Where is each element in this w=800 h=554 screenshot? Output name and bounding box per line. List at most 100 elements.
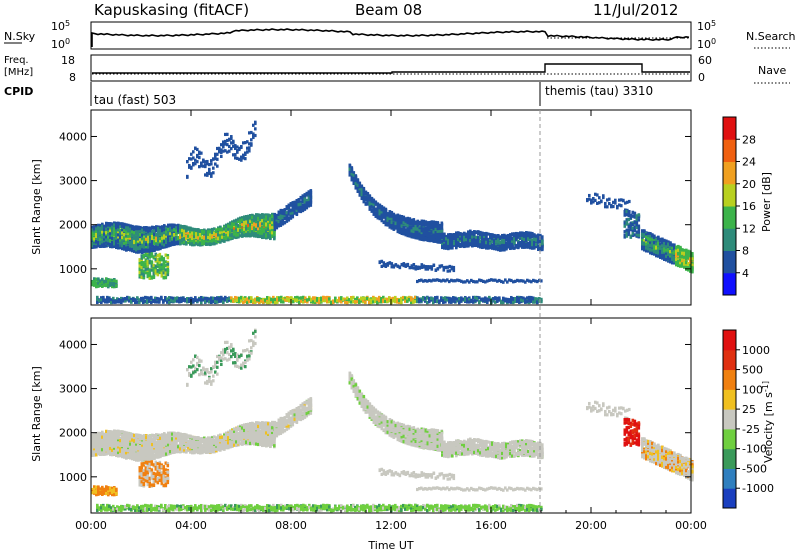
echo-cell <box>227 237 230 241</box>
echo-cell <box>167 230 170 235</box>
echo-cell <box>257 230 260 234</box>
echo-cell <box>133 239 136 243</box>
echo-cell <box>119 222 122 226</box>
echo-cell <box>207 233 210 237</box>
echo-cell <box>253 229 256 233</box>
echo-cell <box>93 237 96 241</box>
echo-cell <box>195 232 198 237</box>
echo-cell <box>219 235 222 239</box>
freq-trace <box>92 63 690 74</box>
echo-cell <box>251 230 254 234</box>
echo-cell <box>91 242 94 246</box>
echo-cell <box>97 237 100 241</box>
echo-cell <box>209 228 212 232</box>
nsky-frame <box>90 21 692 50</box>
echo-cell <box>101 224 104 229</box>
echo-cell <box>227 224 230 229</box>
echo-cell <box>159 233 162 237</box>
echo-cell <box>121 244 124 248</box>
echo-cell <box>309 199 313 203</box>
echo-cell <box>139 230 142 235</box>
echo-cell <box>175 226 178 230</box>
echo-cell <box>101 236 104 240</box>
echo-cell <box>219 227 222 232</box>
echo-cell <box>149 246 152 250</box>
echo-cell <box>259 216 262 220</box>
echo-cell <box>255 215 258 219</box>
echo-cell <box>171 240 174 244</box>
echo-cell <box>145 237 148 241</box>
echo-cell <box>119 239 122 243</box>
echo-cell <box>131 227 134 231</box>
echo-cell <box>237 217 240 221</box>
echo-cell <box>209 240 212 244</box>
echo-cell <box>129 240 132 245</box>
echo-cell <box>131 230 134 234</box>
echo-cell <box>237 223 240 228</box>
echo-cell <box>237 233 240 237</box>
nave-tick-top: 60 <box>698 54 712 67</box>
echo-cell <box>141 233 144 237</box>
echo-cell <box>129 245 132 249</box>
echo-cell <box>189 233 192 237</box>
echo-cell <box>440 229 444 233</box>
echo-cell <box>167 232 170 236</box>
echo-cell <box>169 223 172 227</box>
echo-cell <box>137 240 140 244</box>
echo-cell <box>216 157 219 161</box>
echo-cell <box>225 226 228 230</box>
echo-cell <box>181 233 184 237</box>
echo-cell <box>113 230 116 234</box>
echo-cell <box>253 234 256 238</box>
echo-cell <box>247 215 250 219</box>
echo-cell <box>169 232 172 236</box>
echo-cell <box>141 250 144 254</box>
echo-cell <box>173 226 176 230</box>
echo-cell <box>215 231 218 235</box>
echo-cell <box>113 238 116 242</box>
echo-cell <box>157 231 160 235</box>
echo-cell <box>127 231 130 235</box>
echo-cell <box>149 227 152 231</box>
echo-cell <box>139 238 142 242</box>
echo-cell <box>193 236 196 240</box>
echo-cell <box>209 238 212 242</box>
echo-cell <box>251 222 254 227</box>
echo-cell <box>229 231 232 235</box>
echo-cell <box>139 229 142 233</box>
echo-cell <box>215 239 218 243</box>
echo-cell <box>161 229 164 233</box>
freq-label-2: [MHz] <box>4 67 33 78</box>
nave-tick-bottom: 0 <box>698 71 705 84</box>
nave-label: Nave <box>758 64 786 77</box>
echo-cell <box>167 237 170 241</box>
echo-cell <box>117 225 120 230</box>
echo-cell <box>207 240 210 244</box>
echo-cell <box>129 236 132 240</box>
echo-cell <box>99 231 102 235</box>
echo-cell <box>231 223 234 227</box>
echo-cell <box>171 229 174 233</box>
echo-cell <box>115 221 118 225</box>
echo-cell <box>143 226 146 230</box>
echo-cell <box>356 178 360 182</box>
echo-cell <box>259 222 262 226</box>
echo-cell <box>251 225 254 229</box>
echo-cell <box>209 233 212 237</box>
echo-cell <box>121 231 124 235</box>
echo-cell <box>131 248 134 252</box>
echo-cell <box>153 229 156 233</box>
echo-cell <box>115 244 118 248</box>
echo-cell <box>309 203 313 207</box>
echo-cell <box>109 236 112 240</box>
echo-cell <box>105 235 108 239</box>
echo-cell <box>226 132 229 136</box>
echo-cell <box>123 241 126 245</box>
echo-cell <box>125 224 128 228</box>
echo-cell <box>200 151 203 155</box>
echo-cell <box>133 225 136 230</box>
echo-cell <box>220 154 223 159</box>
echo-cell <box>233 227 236 231</box>
